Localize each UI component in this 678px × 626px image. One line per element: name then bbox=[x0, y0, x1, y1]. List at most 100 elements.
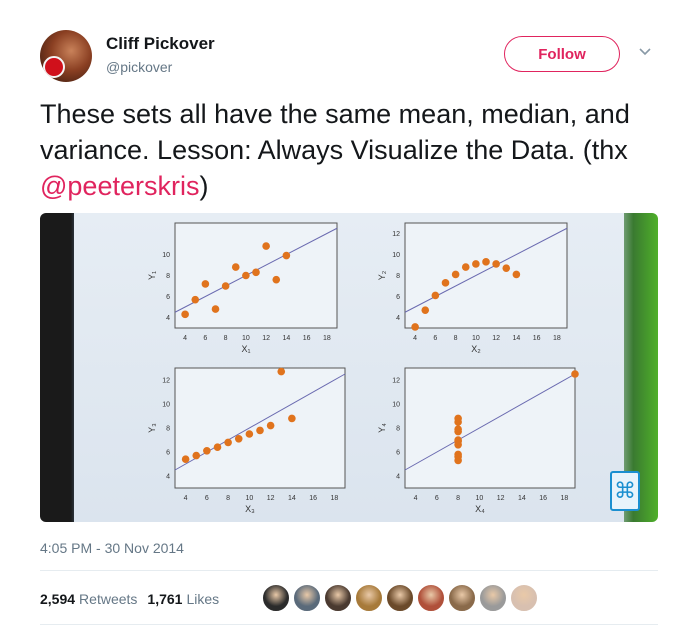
y-tick-label: 4 bbox=[396, 315, 400, 322]
data-point bbox=[252, 268, 260, 277]
x-tick-label: 8 bbox=[224, 335, 228, 342]
data-point bbox=[454, 437, 462, 445]
y-axis-label: Y₁ bbox=[147, 271, 157, 280]
user-avatar-icon[interactable] bbox=[355, 584, 383, 612]
tweet-text: These sets all have the same mean, media… bbox=[40, 96, 660, 204]
data-point bbox=[203, 447, 211, 455]
x-tick-label: 8 bbox=[226, 495, 230, 502]
data-point bbox=[231, 263, 240, 271]
chart-frame bbox=[404, 367, 576, 489]
data-point bbox=[461, 263, 470, 271]
red-nose-icon bbox=[43, 56, 65, 78]
data-point bbox=[472, 260, 480, 268]
regression-line bbox=[174, 373, 346, 471]
user-avatar-icon[interactable] bbox=[510, 584, 538, 612]
data-point bbox=[451, 270, 460, 279]
x-tick-label: 4 bbox=[414, 495, 418, 502]
x-axis-label: X₄ bbox=[475, 504, 485, 514]
y-tick-label: 6 bbox=[166, 294, 170, 301]
chart-frame bbox=[404, 222, 568, 329]
x-tick-label: 6 bbox=[433, 335, 437, 342]
x-tick-label: 10 bbox=[245, 495, 253, 502]
data-point bbox=[211, 305, 220, 313]
tweet-stats: 2,594 Retweets 1,761 Likes bbox=[40, 588, 229, 610]
data-point bbox=[411, 323, 419, 331]
data-point bbox=[454, 418, 462, 426]
x-tick-label: 4 bbox=[184, 495, 188, 502]
x-tick-label: 14 bbox=[288, 495, 296, 502]
author-handle[interactable]: @pickover bbox=[106, 59, 173, 75]
x-axis-label: X₃ bbox=[245, 504, 255, 514]
x-tick-label: 8 bbox=[454, 335, 458, 342]
mention-link[interactable]: @peeterskris bbox=[40, 171, 200, 201]
user-avatar-icon[interactable] bbox=[324, 584, 352, 612]
data-point bbox=[191, 295, 200, 304]
data-point bbox=[431, 291, 440, 300]
retweets-count[interactable]: 2,594 bbox=[40, 591, 76, 607]
y-tick-label: 10 bbox=[392, 252, 400, 259]
data-point bbox=[502, 264, 511, 272]
data-point bbox=[221, 282, 230, 290]
user-avatar-icon[interactable] bbox=[386, 584, 414, 612]
user-avatar-icon[interactable] bbox=[293, 584, 321, 612]
chevron-down-icon[interactable] bbox=[638, 44, 652, 58]
y-tick-label: 12 bbox=[392, 231, 400, 238]
data-point bbox=[213, 443, 222, 451]
data-point bbox=[192, 451, 201, 460]
x-tick-label: 4 bbox=[413, 335, 417, 342]
data-point bbox=[181, 310, 189, 319]
y-tick-label: 12 bbox=[162, 378, 170, 385]
x-tick-label: 16 bbox=[539, 495, 547, 502]
x-tick-label: 18 bbox=[330, 495, 338, 502]
user-avatar-icon[interactable] bbox=[479, 584, 507, 612]
x-tick-label: 6 bbox=[435, 495, 439, 502]
x-axis-label: X₁ bbox=[241, 344, 250, 354]
data-point bbox=[282, 251, 291, 260]
y-tick-label: 10 bbox=[162, 252, 170, 259]
x-tick-label: 18 bbox=[323, 335, 331, 342]
watermark-logo-icon: ⌘ bbox=[610, 471, 640, 511]
y-tick-label: 10 bbox=[392, 402, 400, 409]
y-tick-label: 12 bbox=[392, 378, 400, 385]
follow-button[interactable]: Follow bbox=[504, 36, 620, 72]
author-name[interactable]: Cliff Pickover bbox=[106, 34, 215, 53]
y-tick-label: 6 bbox=[396, 294, 400, 301]
author-avatar[interactable] bbox=[40, 30, 92, 82]
y-tick-label: 4 bbox=[166, 315, 170, 322]
x-tick-label: 6 bbox=[203, 335, 207, 342]
retweets-label[interactable]: Retweets bbox=[79, 591, 138, 607]
data-point bbox=[181, 455, 190, 463]
user-avatar-icon[interactable] bbox=[448, 584, 476, 612]
x-tick-label: 12 bbox=[497, 495, 505, 502]
x-tick-label: 12 bbox=[262, 335, 270, 342]
data-point bbox=[421, 306, 430, 314]
x-tick-label: 6 bbox=[205, 495, 209, 502]
data-point bbox=[454, 425, 462, 433]
y-tick-label: 8 bbox=[396, 426, 400, 433]
tweet-timestamp[interactable]: 4:05 PM - 30 Nov 2014 bbox=[40, 540, 184, 556]
y-tick-label: 6 bbox=[396, 450, 400, 457]
data-point bbox=[262, 242, 270, 250]
x-tick-label: 10 bbox=[475, 495, 483, 502]
x-tick-label: 12 bbox=[492, 335, 500, 342]
user-avatar-icon[interactable] bbox=[417, 584, 445, 612]
likes-count[interactable]: 1,761 bbox=[147, 591, 183, 607]
y-tick-label: 4 bbox=[396, 474, 400, 481]
x-tick-label: 10 bbox=[242, 335, 250, 342]
data-point bbox=[234, 435, 243, 443]
x-tick-label: 16 bbox=[309, 495, 317, 502]
x-axis-label: X₂ bbox=[471, 344, 481, 354]
data-point bbox=[245, 430, 254, 438]
y-tick-label: 8 bbox=[166, 426, 170, 433]
likes-label[interactable]: Likes bbox=[186, 591, 220, 607]
x-tick-label: 18 bbox=[553, 335, 561, 342]
data-point bbox=[571, 370, 579, 378]
data-point bbox=[482, 258, 490, 266]
user-avatar-icon[interactable] bbox=[262, 584, 290, 612]
data-point bbox=[512, 270, 521, 279]
x-tick-label: 12 bbox=[267, 495, 275, 502]
x-tick-label: 10 bbox=[472, 335, 480, 342]
y-axis-label: Y₃ bbox=[147, 423, 157, 433]
regression-line bbox=[404, 373, 576, 471]
tweet-media-photo[interactable]: 4 6 8 10 12 14 16 18 4 6 8 10 X₁ Y₁ 4 6 8 10 12 14 16 18 4 6 8 10… bbox=[40, 213, 658, 522]
